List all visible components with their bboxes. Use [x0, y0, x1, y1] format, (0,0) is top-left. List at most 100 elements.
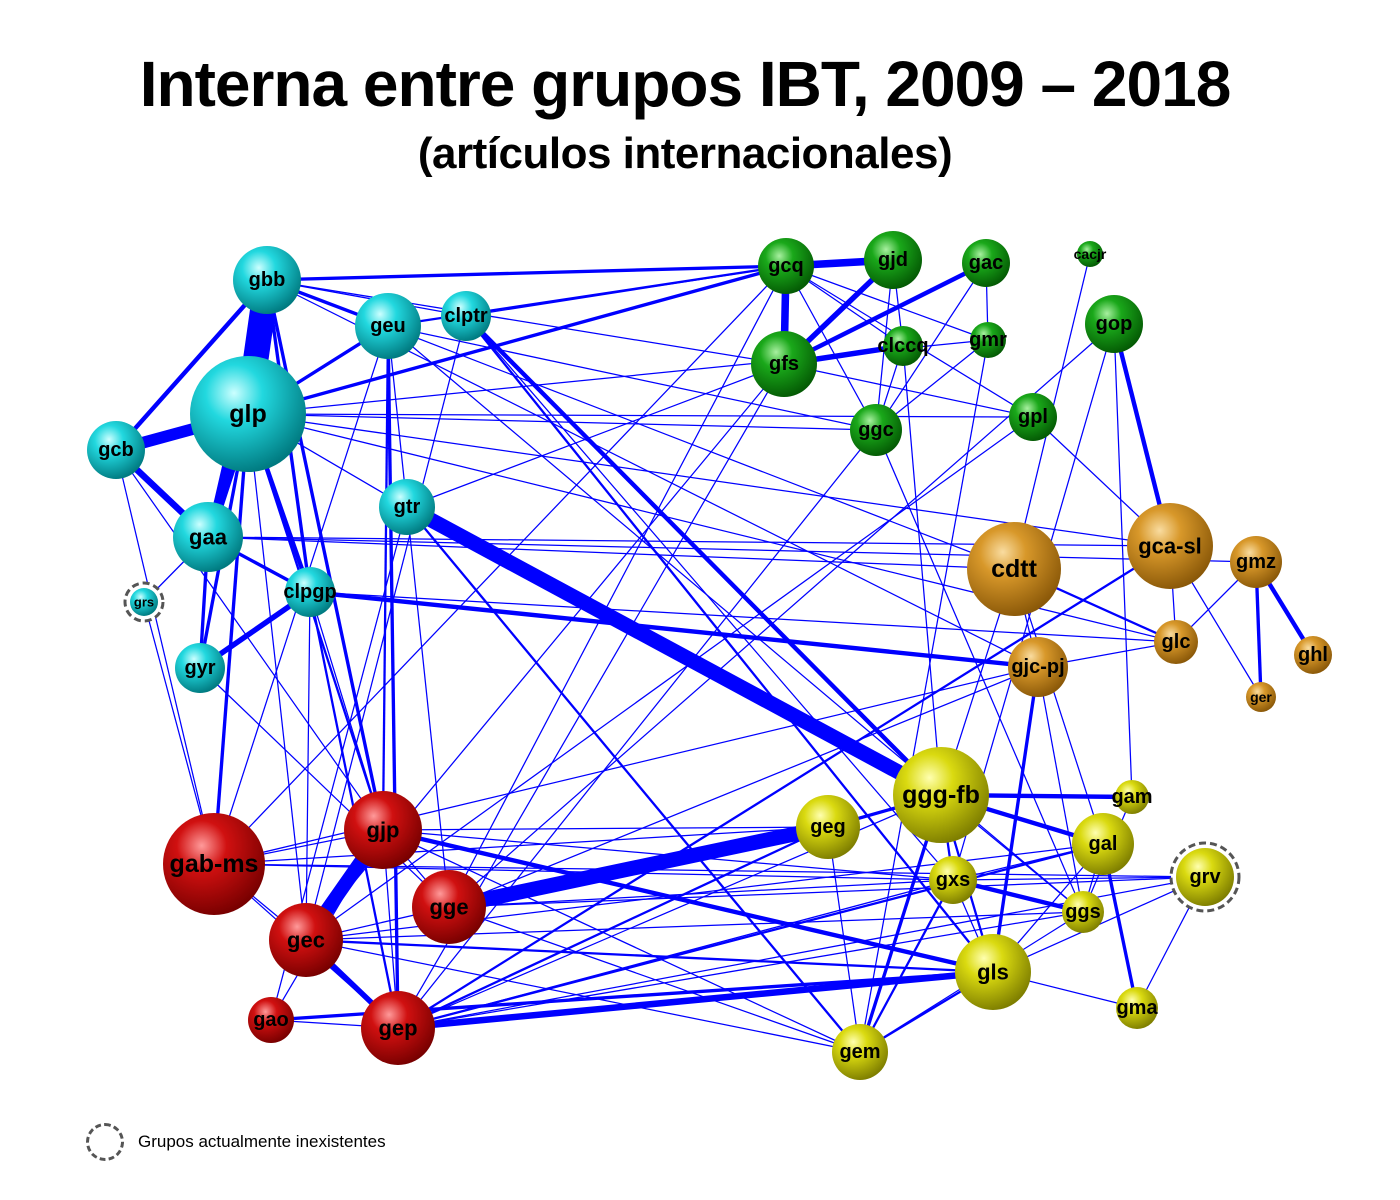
node-clptr: clptr	[441, 291, 491, 341]
node-label-gpl: gpl	[1018, 406, 1048, 428]
node-circle-gbb	[233, 246, 301, 314]
node-label-gac: gac	[969, 252, 1003, 274]
node-circle-ggg-fb	[893, 747, 989, 843]
edge-clpgp-gjp	[309, 591, 384, 831]
node-label-gtr: gtr	[394, 496, 421, 518]
node-label-gem: gem	[839, 1041, 880, 1063]
node-circle-gpl	[1009, 393, 1057, 441]
node-circle-gxs	[929, 856, 977, 904]
node-label-gca-sl: gca-sl	[1138, 534, 1202, 559]
node-gac: gac	[962, 239, 1010, 287]
node-circle-glc	[1154, 620, 1198, 664]
node-label-gjc-pj: gjc-pj	[1011, 656, 1064, 678]
edge-gpl-gec	[305, 416, 1034, 941]
node-circle-grs	[130, 588, 158, 616]
node-gmr: gmr	[969, 322, 1007, 358]
edge-gac-ggc	[875, 262, 987, 431]
node-label-gma: gma	[1116, 997, 1158, 1019]
node-gca-sl: gca-sl	[1127, 503, 1213, 589]
edge-clptr-ggg-fb	[464, 314, 943, 797]
node-circle-ggs	[1062, 891, 1104, 933]
edge-clptr-gcq	[465, 265, 787, 317]
node-circle-gyr	[175, 643, 225, 693]
node-geu: geu	[355, 293, 421, 359]
node-label-gam: gam	[1111, 786, 1152, 808]
nodes-layer: gbb geu clptr glp gcb gaa gtr grs clpgp gyr gcq gjd…	[87, 231, 1332, 1080]
edge-gcb-gab-ms	[115, 449, 215, 865]
legend-label: Grupos actualmente inexistentes	[138, 1132, 386, 1151]
edge-gec-gls	[305, 938, 994, 974]
node-label-grv: grv	[1189, 866, 1221, 888]
node-label-gab-ms: gab-ms	[170, 850, 259, 878]
edge-gtr-gge	[406, 506, 450, 908]
edge-gge-grv	[448, 876, 1206, 908]
node-label-gjp: gjp	[367, 818, 400, 843]
node-label-gal: gal	[1089, 833, 1118, 855]
edge-gtr-ggg-fb	[403, 500, 945, 802]
edge-gcq-gge	[448, 265, 787, 908]
node-cdtt: cdtt	[967, 522, 1061, 616]
edge-gaa-gmz	[207, 536, 1257, 563]
node-gma: gma	[1116, 987, 1158, 1029]
node-gmz: gmz	[1230, 536, 1282, 588]
edge-gbb-gcb	[114, 278, 269, 452]
node-circle-gjp	[344, 791, 422, 869]
edge-gep-gls	[397, 968, 994, 1032]
edge-gjc-pj-ggs	[1037, 666, 1084, 913]
node-circle-gma	[1116, 987, 1158, 1029]
edge-glp-ggc	[247, 413, 877, 431]
node-circle-gop	[1085, 295, 1143, 353]
edge-gca-sl-gep	[397, 545, 1171, 1029]
node-gop: gop	[1085, 295, 1143, 353]
edge-geu-ggc	[387, 325, 877, 431]
node-circle-gcq	[758, 238, 814, 294]
edge-clpgp-gjc-pj	[309, 589, 1039, 670]
node-label-geu: geu	[370, 315, 406, 337]
node-label-gge: gge	[429, 895, 468, 920]
edge-gec-gem	[305, 939, 861, 1053]
node-gem: gem	[832, 1024, 888, 1080]
node-label-ghl: ghl	[1298, 644, 1328, 666]
node-ggg-fb: ggg-fb	[893, 747, 989, 843]
edge-geu-gjp	[381, 325, 390, 831]
edge-clptr-gls	[465, 315, 994, 973]
node-label-gbb: gbb	[249, 269, 286, 291]
node-circle-glp	[190, 356, 306, 472]
node-ghl: ghl	[1294, 636, 1332, 674]
node-clccq: clccq	[877, 326, 929, 366]
node-gpl: gpl	[1009, 393, 1057, 441]
node-gep: gep	[361, 991, 435, 1065]
node-label-glc: glc	[1162, 631, 1191, 653]
node-ggs: ggs	[1062, 891, 1104, 933]
node-circle-gmr	[970, 322, 1006, 358]
node-label-ggc: ggc	[858, 419, 894, 441]
edge-gmr-gem	[859, 339, 989, 1053]
node-circle-cdtt	[967, 522, 1061, 616]
node-gfs: gfs	[751, 331, 817, 397]
node-circle-gge	[412, 870, 486, 944]
edge-gab-ms-geg	[213, 826, 829, 865]
node-label-gaa: gaa	[189, 525, 228, 550]
diagram-subtitle: (artículos internacionales)	[417, 129, 953, 178]
node-circle-gaa	[173, 502, 243, 572]
node-circle-gcb	[87, 421, 145, 479]
node-circle-gao	[248, 997, 294, 1043]
node-circle-cacjr	[1077, 241, 1103, 267]
node-label-gec: gec	[287, 928, 325, 953]
node-gls: gls	[955, 934, 1031, 1010]
node-clpgp: clpgp	[283, 567, 337, 617]
edge-clccq-ggg-fb	[902, 345, 942, 796]
node-gcq: gcq	[758, 238, 814, 294]
node-gaa: gaa	[173, 502, 243, 572]
node-circle-geg	[796, 795, 860, 859]
edge-gep-ggs	[397, 911, 1084, 1029]
node-gcb: gcb	[87, 421, 145, 479]
node-label-gcb: gcb	[98, 439, 134, 461]
edge-gbb-gcq	[266, 264, 787, 282]
node-grs: grs	[123, 581, 165, 623]
edge-gbb-gfs	[266, 279, 785, 365]
node-gjc-pj: gjc-pj	[1008, 637, 1068, 697]
node-label-gjd: gjd	[878, 249, 908, 271]
edge-gcq-ggc	[785, 265, 877, 431]
edge-gcq-gab-ms	[213, 265, 787, 865]
